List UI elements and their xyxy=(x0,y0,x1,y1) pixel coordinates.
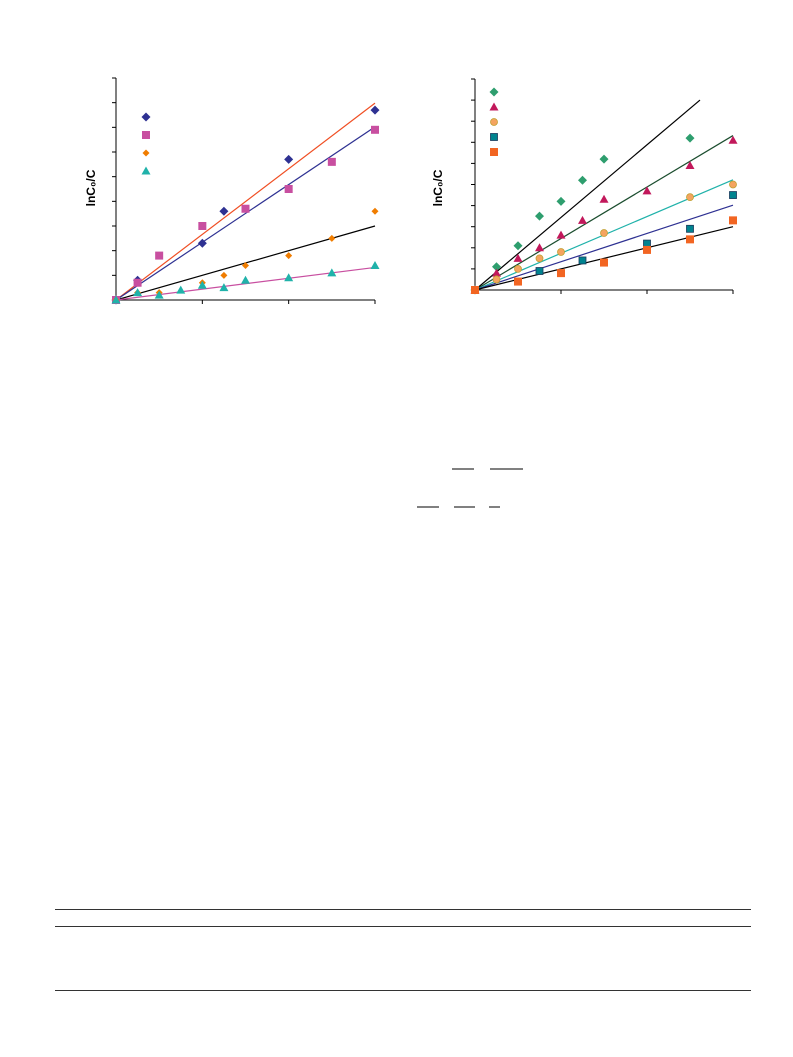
data-point xyxy=(242,261,249,269)
y-axis-label-right: lnC₀/C xyxy=(431,169,445,206)
fit-line xyxy=(115,102,376,301)
data-point xyxy=(535,254,544,263)
data-point xyxy=(557,269,565,278)
data-point xyxy=(492,262,501,272)
points-right xyxy=(470,133,738,295)
legend-left xyxy=(141,112,151,175)
legend-marker xyxy=(489,87,499,97)
table-top-rule xyxy=(55,909,751,910)
data-point xyxy=(241,204,250,213)
data-point xyxy=(685,133,695,143)
equation-fraction-bars xyxy=(417,468,523,508)
data-point xyxy=(219,206,229,216)
data-point xyxy=(327,157,336,166)
data-point xyxy=(514,264,522,273)
legend-marker xyxy=(490,118,498,126)
data-point xyxy=(284,154,294,164)
data-point xyxy=(578,175,587,185)
data-point xyxy=(556,230,566,239)
data-point xyxy=(686,224,694,233)
data-point xyxy=(370,260,380,269)
ticks-right xyxy=(471,78,734,294)
data-point xyxy=(176,285,186,294)
data-point xyxy=(599,194,609,203)
data-point xyxy=(198,222,207,230)
chart-left: lnC₀/C xyxy=(84,77,380,305)
data-point xyxy=(557,248,565,256)
data-point xyxy=(642,186,652,195)
fit-line xyxy=(474,99,701,291)
legend-marker xyxy=(490,133,498,141)
data-point xyxy=(284,185,293,193)
legend-marker xyxy=(142,131,150,139)
legend-marker xyxy=(489,102,499,111)
data-point xyxy=(371,207,379,215)
data-point xyxy=(197,280,207,289)
data-point xyxy=(220,271,228,279)
table-header-rule xyxy=(55,926,751,927)
data-point xyxy=(133,288,143,297)
data-point xyxy=(643,245,651,254)
data-point xyxy=(241,275,250,284)
data-point xyxy=(133,278,142,287)
data-point xyxy=(154,290,164,299)
data-point xyxy=(686,193,694,202)
chart-right: lnC₀/C xyxy=(431,78,738,295)
data-point xyxy=(197,238,207,248)
legend-marker xyxy=(490,148,498,156)
data-point xyxy=(327,268,337,277)
table-bottom-rule xyxy=(55,990,751,991)
data-point xyxy=(728,135,738,144)
data-point xyxy=(556,196,566,206)
data-point xyxy=(219,283,229,292)
data-point xyxy=(492,275,501,284)
data-point xyxy=(371,125,379,134)
data-point xyxy=(492,268,501,277)
data-point xyxy=(599,154,609,164)
data-point xyxy=(155,251,164,260)
ticks-left xyxy=(112,77,376,304)
data-point xyxy=(513,241,523,251)
legend-marker xyxy=(141,112,151,122)
data-point xyxy=(535,267,544,275)
data-point xyxy=(285,252,293,260)
data-point xyxy=(328,234,336,242)
data-point xyxy=(600,258,608,267)
data-point xyxy=(729,180,737,189)
data-point xyxy=(686,235,694,244)
data-point xyxy=(284,273,294,282)
data-point xyxy=(600,229,608,237)
data-point xyxy=(370,105,380,115)
data-point xyxy=(578,256,587,265)
data-point xyxy=(535,243,544,252)
data-point xyxy=(729,191,737,199)
legend-marker xyxy=(141,166,151,175)
data-point xyxy=(578,215,587,224)
fit-line xyxy=(115,126,376,301)
data-point xyxy=(535,211,544,221)
data-point xyxy=(729,216,737,225)
data-point xyxy=(471,286,479,294)
points-left xyxy=(111,105,380,305)
data-point xyxy=(685,161,695,170)
fit-lines-left xyxy=(115,102,376,301)
fit-line xyxy=(474,204,734,291)
y-axis-label-left: lnC₀/C xyxy=(84,169,98,206)
data-point xyxy=(111,295,121,304)
data-point xyxy=(514,277,522,286)
legend-marker xyxy=(142,149,150,157)
legend-right xyxy=(489,87,499,156)
data-point xyxy=(513,253,523,262)
